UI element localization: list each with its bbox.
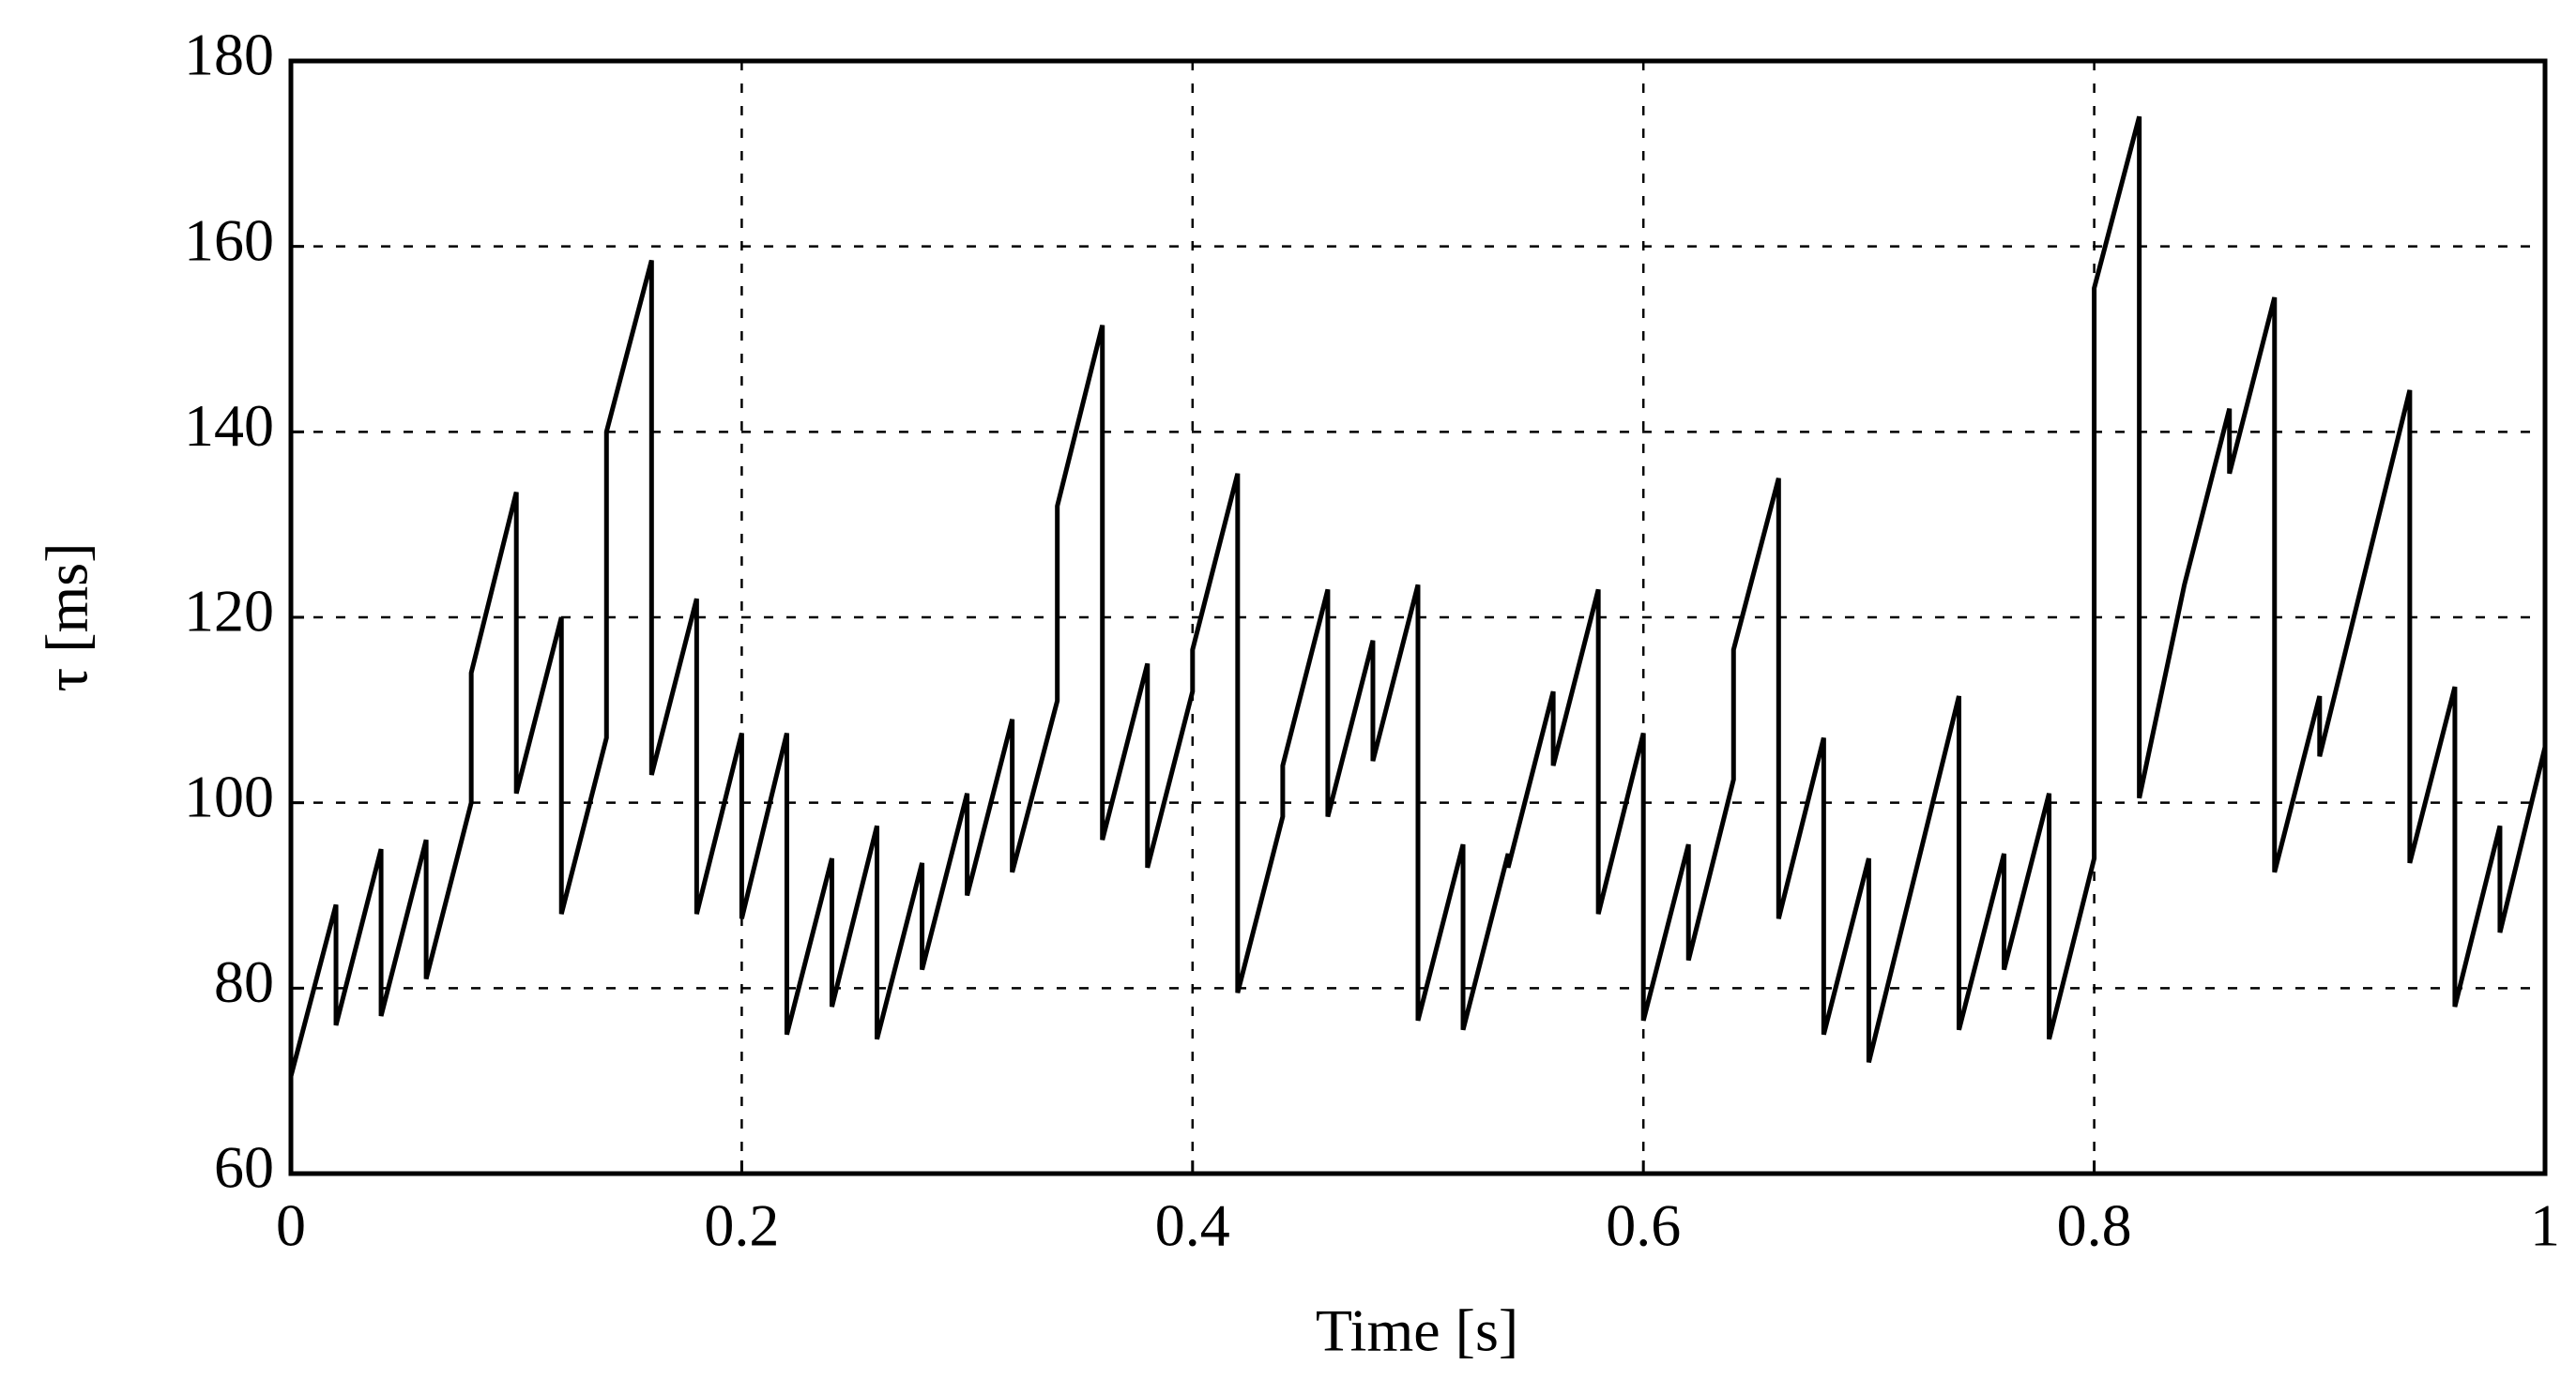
y-tick-label: 140 — [184, 392, 274, 459]
y-axis-label: τ [ms] — [34, 542, 100, 691]
data-line — [288, 115, 2548, 1077]
y-tick-label: 120 — [184, 578, 274, 644]
y-tick-label: 80 — [214, 948, 274, 1015]
y-tick-label: 180 — [184, 22, 274, 88]
x-tick-label: 0.8 — [2057, 1192, 2132, 1259]
x-axis-label: Time [s] — [1316, 1297, 1518, 1364]
y-tick-label: 60 — [214, 1134, 274, 1201]
x-tick-label: 0 — [276, 1192, 306, 1259]
x-tick-label: 1 — [2530, 1192, 2560, 1259]
x-tick-label: 0.4 — [1155, 1192, 1230, 1259]
plot-frame — [288, 58, 2548, 1176]
y-tick-label: 160 — [184, 206, 274, 273]
x-tick-label: 0.6 — [1606, 1192, 1681, 1259]
y-tick-label: 100 — [184, 763, 274, 829]
x-tick-label: 0.2 — [704, 1192, 779, 1259]
